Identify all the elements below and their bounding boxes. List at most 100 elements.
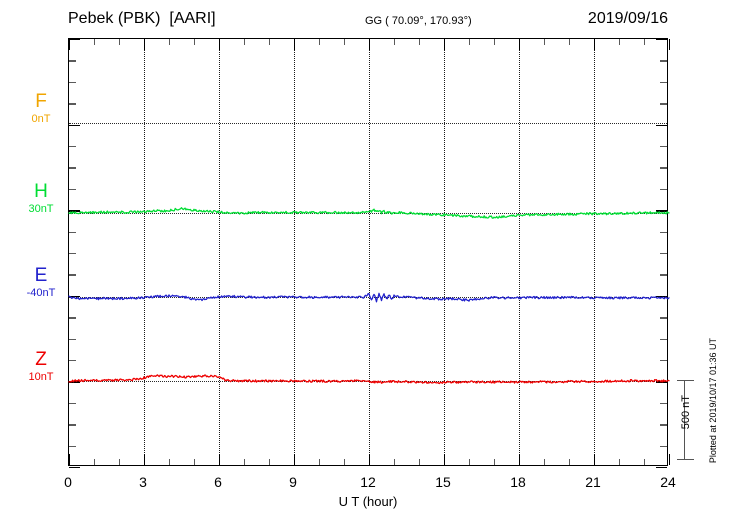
component-label-e: E -40nT xyxy=(14,266,68,299)
gridline-hour-6 xyxy=(219,39,220,465)
scale-bar xyxy=(677,380,694,460)
x-tick-bottom-4 xyxy=(169,459,171,465)
y-tick-right-17 xyxy=(660,402,667,405)
trace-z xyxy=(68,374,670,385)
x-tick-bottom-14 xyxy=(419,459,421,465)
y-tick-left-9 xyxy=(69,231,76,233)
y-tick-right-1 xyxy=(660,60,667,62)
x-tick-bottom-15 xyxy=(444,454,446,465)
x-tick-label-24: 24 xyxy=(660,474,676,490)
component-label-z: Z 10nT xyxy=(14,350,68,383)
x-tick-top-7 xyxy=(244,39,246,45)
y-tick-left-17 xyxy=(69,402,76,405)
y-tick-left-10 xyxy=(69,253,76,255)
y-tick-right-12 xyxy=(656,295,667,298)
geographic-coordinates: GG ( 70.09°, 170.93°) xyxy=(365,15,472,27)
y-tick-left-19 xyxy=(69,445,76,447)
y-tick-right-7 xyxy=(660,188,667,191)
y-tick-right-3 xyxy=(660,103,667,105)
x-tick-top-9 xyxy=(294,39,296,50)
plot-frame xyxy=(68,38,671,469)
y-tick-left-18 xyxy=(69,424,76,426)
gridline-hour-15 xyxy=(444,39,445,465)
x-tick-label-9: 9 xyxy=(289,474,297,490)
y-tick-right-6 xyxy=(660,167,667,169)
y-tick-right-5 xyxy=(660,146,667,148)
x-tick-bottom-17 xyxy=(494,459,496,465)
x-tick-top-19 xyxy=(544,39,546,45)
x-tick-bottom-23 xyxy=(644,459,646,465)
y-tick-right-2 xyxy=(660,81,667,84)
gridline-hour-21 xyxy=(594,39,595,465)
y-tick-right-10 xyxy=(660,253,667,255)
x-tick-label-18: 18 xyxy=(510,474,526,490)
y-tick-right-15 xyxy=(660,360,667,362)
x-tick-bottom-24 xyxy=(669,454,671,465)
scale-bar-top-cap xyxy=(677,380,694,381)
y-tick-left-5 xyxy=(69,146,76,148)
y-tick-right-9 xyxy=(660,231,667,233)
x-tick-bottom-3 xyxy=(144,454,146,465)
component-label-f: F 0nT xyxy=(14,92,68,125)
y-tick-left-20 xyxy=(69,467,80,469)
x-tick-top-10 xyxy=(319,39,321,45)
x-tick-bottom-2 xyxy=(119,459,121,465)
x-tick-label-21: 21 xyxy=(585,474,601,490)
x-tick-label-15: 15 xyxy=(435,474,451,490)
x-tick-bottom-7 xyxy=(244,459,246,465)
y-tick-right-20 xyxy=(656,467,667,469)
x-tick-bottom-9 xyxy=(294,454,296,465)
gridline-hour-9 xyxy=(294,39,295,465)
y-tick-left-16 xyxy=(69,381,80,383)
y-tick-right-0 xyxy=(656,39,667,41)
x-tick-top-5 xyxy=(194,39,196,45)
x-tick-top-4 xyxy=(169,39,171,45)
component-value-f: 0nT xyxy=(31,113,51,125)
x-tick-bottom-8 xyxy=(269,459,271,465)
component-value-h: 30nT xyxy=(28,203,54,215)
y-tick-right-19 xyxy=(660,445,667,447)
scale-bar-bottom-cap xyxy=(677,459,694,460)
x-tick-bottom-18 xyxy=(519,454,521,465)
x-tick-top-3 xyxy=(144,39,146,50)
component-value-z: 10nT xyxy=(28,371,54,383)
x-tick-bottom-0 xyxy=(69,454,71,465)
y-tick-right-14 xyxy=(660,338,667,340)
x-tick-top-21 xyxy=(594,39,596,50)
y-tick-left-0 xyxy=(69,39,80,41)
x-tick-top-11 xyxy=(344,39,346,45)
x-tick-bottom-10 xyxy=(319,459,321,465)
y-tick-right-4 xyxy=(656,124,667,126)
x-tick-top-1 xyxy=(94,39,96,45)
plotted-at-timestamp: Plotted at 2019/10/17 01:36 UT xyxy=(708,338,718,464)
x-tick-top-16 xyxy=(469,39,471,45)
x-tick-top-8 xyxy=(269,39,271,45)
trace-layer xyxy=(68,207,670,385)
x-tick-bottom-6 xyxy=(219,454,221,465)
component-label-h: H 30nT xyxy=(14,182,68,215)
gridline-hour-3 xyxy=(144,39,145,465)
trace-h xyxy=(68,207,670,219)
x-tick-bottom-16 xyxy=(469,459,471,465)
y-tick-left-11 xyxy=(69,274,76,276)
gridline-hour-18 xyxy=(519,39,520,465)
x-tick-bottom-19 xyxy=(544,459,546,465)
component-value-e: -40nT xyxy=(26,287,56,299)
x-tick-top-20 xyxy=(569,39,571,45)
x-tick-top-17 xyxy=(494,39,496,45)
baseline-e xyxy=(69,297,667,298)
x-tick-bottom-21 xyxy=(594,454,596,465)
x-tick-bottom-22 xyxy=(619,459,621,465)
y-tick-right-18 xyxy=(660,424,667,426)
y-tick-right-8 xyxy=(656,210,667,212)
y-tick-left-15 xyxy=(69,360,76,362)
x-tick-top-24 xyxy=(669,39,671,50)
y-tick-left-1 xyxy=(69,60,76,62)
y-tick-left-3 xyxy=(69,103,76,105)
x-tick-top-23 xyxy=(644,39,646,45)
y-tick-left-12 xyxy=(69,295,80,298)
x-tick-top-22 xyxy=(619,39,621,45)
component-letter-e: E xyxy=(34,265,48,286)
x-tick-bottom-11 xyxy=(344,459,346,465)
